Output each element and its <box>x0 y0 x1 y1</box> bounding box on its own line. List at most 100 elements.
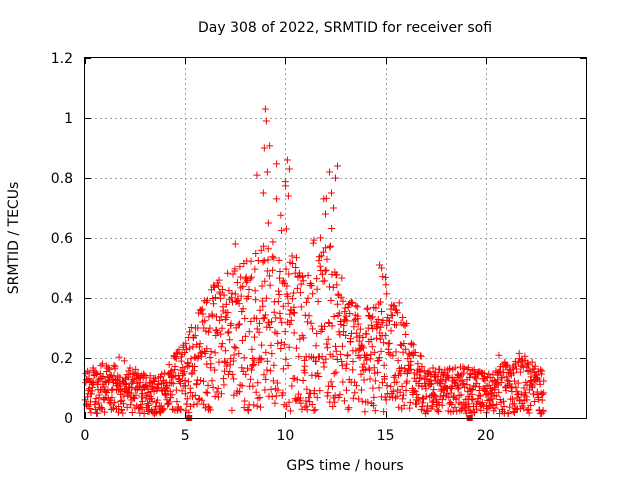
data-point <box>520 384 528 392</box>
data-point <box>216 294 224 302</box>
data-point <box>278 319 286 327</box>
data-point <box>270 361 278 369</box>
data-point <box>142 374 150 382</box>
data-point <box>213 388 221 396</box>
data-point <box>300 334 308 342</box>
data-point <box>109 385 117 393</box>
data-point <box>251 333 259 341</box>
data-point <box>303 385 311 393</box>
data-point <box>387 383 395 391</box>
data-point <box>177 406 185 414</box>
data-point <box>511 377 519 385</box>
data-point <box>232 344 240 352</box>
data-point <box>455 384 463 392</box>
data-point <box>360 376 368 384</box>
data-point <box>500 402 508 410</box>
data-point <box>424 407 432 415</box>
data-point <box>435 407 443 415</box>
data-point <box>322 266 330 274</box>
data-point <box>207 360 215 368</box>
data-point <box>166 394 174 402</box>
data-point <box>459 369 467 377</box>
data-point <box>261 386 269 394</box>
data-point <box>349 366 357 374</box>
data-point <box>342 312 350 320</box>
data-point <box>239 336 247 344</box>
data-point <box>510 400 518 408</box>
data-point <box>366 366 374 374</box>
data-point <box>332 174 339 182</box>
data-point <box>165 400 173 408</box>
data-point <box>455 371 463 379</box>
data-point <box>99 372 107 380</box>
data-point <box>504 410 512 418</box>
data-point <box>309 290 317 298</box>
data-point <box>285 343 293 351</box>
data-point <box>470 409 478 417</box>
data-point <box>256 403 264 411</box>
data-point <box>235 300 243 308</box>
data-point <box>496 367 504 375</box>
data-point <box>524 367 532 375</box>
data-point <box>114 379 122 387</box>
data-point <box>105 364 113 372</box>
data-point <box>342 364 350 372</box>
data-point <box>125 367 133 375</box>
data-point <box>525 361 533 369</box>
data-point <box>364 324 372 332</box>
data-point <box>214 384 222 392</box>
data-point <box>537 366 545 374</box>
data-point <box>161 369 169 377</box>
data-point <box>115 353 123 361</box>
data-point <box>132 391 140 399</box>
data-point <box>324 389 332 397</box>
data-point <box>271 399 279 407</box>
data-point <box>333 281 341 289</box>
data-point <box>338 274 346 282</box>
data-point <box>253 402 261 410</box>
data-point <box>250 401 258 409</box>
data-point <box>183 395 191 403</box>
data-point <box>376 298 384 306</box>
data-point <box>253 315 261 323</box>
data-point <box>254 394 262 402</box>
data-point <box>341 316 349 324</box>
data-point <box>332 368 340 376</box>
data-point <box>247 257 255 265</box>
data-point <box>264 245 272 253</box>
data-point <box>269 238 277 246</box>
data-point <box>393 309 401 317</box>
data-point <box>227 320 235 328</box>
data-point <box>248 362 256 370</box>
data-point <box>497 379 505 387</box>
data-point <box>398 382 406 390</box>
data-point <box>208 377 216 385</box>
data-point <box>461 406 469 414</box>
data-point <box>198 305 206 313</box>
data-point <box>339 378 347 386</box>
data-point <box>228 289 236 297</box>
data-point <box>210 283 218 291</box>
data-point <box>486 384 494 392</box>
data-point <box>97 403 105 411</box>
data-point <box>211 366 219 374</box>
data-point <box>363 352 371 360</box>
data-point <box>343 317 351 325</box>
data-point <box>384 314 392 322</box>
data-point <box>223 313 231 321</box>
data-point <box>538 367 546 375</box>
data-point <box>286 310 294 318</box>
y-tick-label: 0.2 <box>51 351 73 367</box>
data-point <box>383 382 391 390</box>
data-point <box>315 373 323 381</box>
data-point <box>189 343 197 351</box>
data-point <box>282 355 290 363</box>
data-point <box>120 357 128 365</box>
data-point <box>226 336 234 344</box>
data-point <box>524 359 532 367</box>
data-point <box>138 405 146 413</box>
data-point <box>422 392 430 400</box>
data-point <box>246 275 254 283</box>
data-point <box>206 324 214 332</box>
data-point <box>314 297 322 305</box>
